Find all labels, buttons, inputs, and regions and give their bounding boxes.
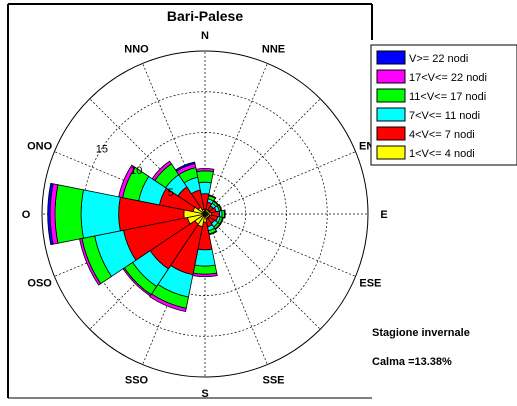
grid-spoke <box>204 213 321 330</box>
legend-label: 11<V<= 17 nodi <box>409 91 486 103</box>
petal-nno-series-5 <box>175 161 196 172</box>
frame <box>7 3 373 399</box>
legend-label: 4<V<= 7 nodi <box>409 129 475 141</box>
grid-ring <box>82 91 328 337</box>
petal-nne-series-4 <box>208 194 217 199</box>
direction-label-nne: NNE <box>262 44 285 56</box>
legend-label: V>= 22 nodi <box>409 53 468 65</box>
petal-o-series-5 <box>47 182 54 246</box>
grid-spoke <box>204 213 268 365</box>
direction-label-ono: ONO <box>27 140 53 152</box>
legend-label: 7<V<= 11 nodi <box>409 110 480 122</box>
grid-spoke <box>204 63 268 215</box>
petal-ono-series-4 <box>118 164 136 199</box>
legend-swatch <box>376 50 406 65</box>
legend-swatch <box>376 69 406 84</box>
petal-o-series-3 <box>54 184 84 244</box>
season-annotation: Stagione invernale <box>372 327 470 339</box>
direction-label-n: N <box>201 30 209 42</box>
legend-label: 1<V<= 4 nodi <box>409 148 475 160</box>
grid-spoke <box>142 63 206 215</box>
grid-spoke <box>204 151 356 215</box>
direction-label-sse: SSE <box>262 374 284 386</box>
radial-tick-labels: 5 10 15 <box>96 143 174 199</box>
direction-label-ese: ESE <box>359 278 381 290</box>
chart-title: Bari-Palese <box>167 8 243 24</box>
direction-label-e: E <box>380 209 387 221</box>
legend: V>= 22 nodi 17<V<= 22 nodi 11<V<= 17 nodi 7… <box>370 44 517 166</box>
direction-label-nno: NNO <box>124 44 149 56</box>
radial-tick-label: 10 <box>130 165 142 177</box>
petal-s-series-3 <box>192 264 218 275</box>
wind-petals <box>47 160 226 312</box>
legend-label: 17<V<= 22 nodi <box>409 72 487 84</box>
direction-label-oso: OSO <box>27 278 52 290</box>
calm-annotation: Calma =13.38% <box>372 356 452 368</box>
legend-swatch <box>376 126 406 141</box>
radial-tick-label: 15 <box>96 143 108 155</box>
petal-e-series-4 <box>223 209 226 219</box>
petal-o-series-2 <box>80 189 121 239</box>
legend-swatch <box>376 107 406 122</box>
direction-label-sso: SSO <box>125 374 149 386</box>
grid-spoke <box>89 98 206 215</box>
radial-tick-label: 5 <box>168 187 174 199</box>
legend-box <box>370 44 517 166</box>
grid-spoke <box>204 213 356 277</box>
legend-swatch <box>376 88 406 103</box>
petal-n-series-3 <box>196 170 214 184</box>
petal-sso-series-4 <box>149 293 187 312</box>
direction-label-o: O <box>22 209 31 221</box>
outer-circle <box>41 50 369 378</box>
petal-n-series-4 <box>195 167 215 173</box>
legend-swatch <box>376 145 406 160</box>
petal-no-series-4 <box>151 160 173 182</box>
direction-label-s: S <box>201 388 208 400</box>
grid-spoke <box>204 98 321 215</box>
